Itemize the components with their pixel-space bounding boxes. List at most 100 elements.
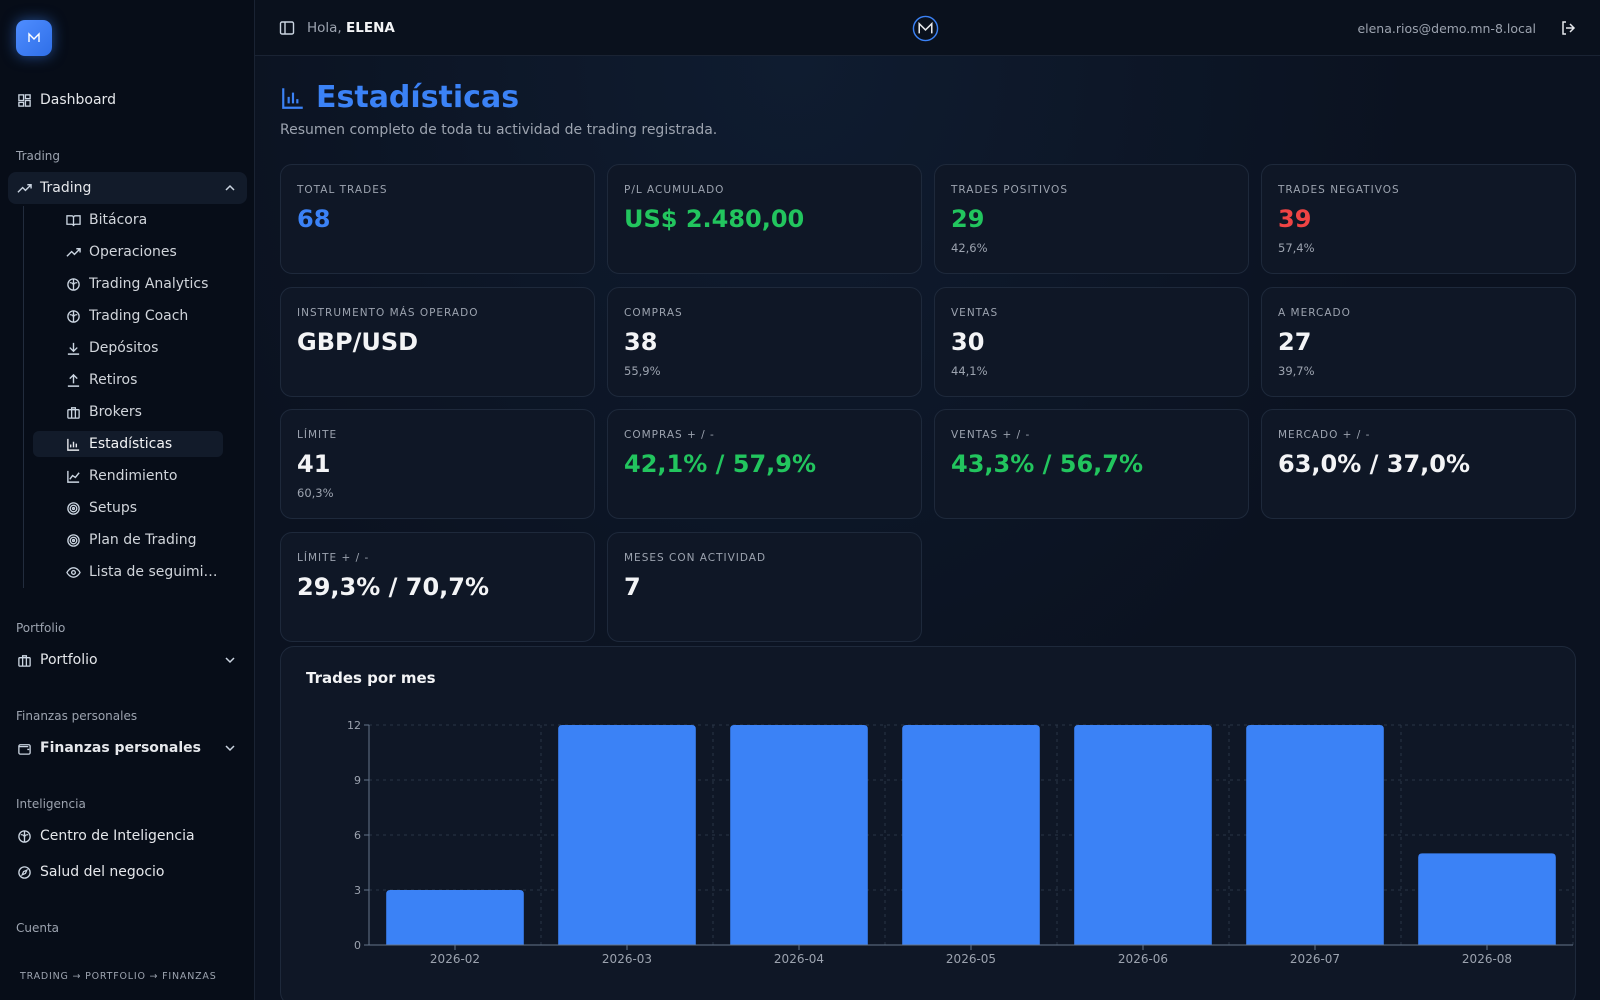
stat-card: LÍMITE 41 60,3% [280,409,595,519]
m-logo-icon[interactable] [912,15,939,42]
user-name: ELENA [346,20,395,36]
sidebar-toggle-icon[interactable] [279,20,295,36]
x-tick-label: 2026-05 [946,952,996,966]
stat-value: 41 [297,450,331,478]
eye-icon [65,564,81,580]
brain-icon [16,828,32,844]
stat-label: TRADES NEGATIVOS [1278,184,1400,196]
sidebar-item-label: Depósitos [89,340,159,356]
stat-label: VENTAS + / - [951,429,1031,441]
topbar: Hola, ELENA elena.rios@demo.mn-8.local [255,0,1600,56]
x-tick-label: 2026-06 [1118,952,1168,966]
brain-icon [65,308,81,324]
stat-card: TOTAL TRADES 68 [280,164,595,274]
nav-dashboard-label: Dashboard [40,92,116,108]
section-label-finanzas: Finanzas personales [16,709,138,723]
stat-card: TRADES NEGATIVOS 39 57,4% [1261,164,1576,274]
brain-icon [65,276,81,292]
bar-chart-icon [65,436,81,452]
stat-label: COMPRAS [624,307,683,319]
stat-card: COMPRAS + / - 42,1% / 57,9% [607,409,922,519]
sidebar-item-label: Retiros [89,372,138,388]
sidebar-item-plan-de-trading[interactable]: Plan de Trading [33,527,223,553]
page-header: Estadísticas [280,80,519,115]
nav-salud-negocio-label: Salud del negocio [40,864,165,880]
chevron-down-icon [225,657,235,664]
sidebar-item-operaciones[interactable]: Operaciones [33,239,223,265]
sidebar-item-depositos[interactable]: Depósitos [33,335,223,361]
nav-finanzas-label: Finanzas personales [40,740,201,756]
section-label-trading: Trading [16,149,61,163]
section-label-inteligencia: Inteligencia [16,797,86,811]
trending-up-icon [16,180,32,196]
sidebar: Dashboard Trading Trading Bitácora Opera… [0,0,255,1000]
app-logo[interactable] [16,20,52,56]
section-label-portfolio: Portfolio [16,621,66,635]
bar-2026-06 [1074,725,1212,945]
sidebar-item-rendimiento[interactable]: Rendimiento [33,463,223,489]
sidebar-item-label: Plan de Trading [89,532,197,548]
wallet-icon [16,740,32,756]
stat-sub: 39,7% [1278,364,1315,378]
sidebar-item-estadisticas[interactable]: Estadísticas [33,431,223,457]
stat-card: P/L ACUMULADO US$ 2.480,00 [607,164,922,274]
nav-trading-group[interactable]: Trading [8,172,247,204]
stat-label: MESES CON ACTIVIDAD [624,552,767,564]
nav-portfolio-group[interactable]: Portfolio [8,644,247,676]
bar-2026-05 [902,725,1040,945]
bar-2026-02 [386,890,524,945]
target-icon [65,500,81,516]
nav-trading-label: Trading [40,180,92,196]
nav-centro-inteligencia[interactable]: Centro de Inteligencia [8,820,247,852]
stat-label: LÍMITE + / - [297,552,370,564]
stat-label: VENTAS [951,307,999,319]
stat-value: 29 [951,205,985,233]
sidebar-item-brokers[interactable]: Brokers [33,399,223,425]
stat-label: LÍMITE [297,429,338,441]
stat-card: INSTRUMENTO MÁS OPERADO GBP/USD [280,287,595,397]
chevron-down-icon [225,745,235,752]
sidebar-item-label: Trading Coach [89,308,189,324]
m-logo-icon [28,32,40,42]
stat-value: US$ 2.480,00 [624,205,805,233]
stat-value: 42,1% / 57,9% [624,450,816,478]
sidebar-item-retiros[interactable]: Retiros [33,367,223,393]
nav-salud-negocio[interactable]: Salud del negocio [8,856,247,888]
x-tick-label: 2026-04 [774,952,824,966]
sidebar-item-bitacora[interactable]: Bitácora [33,207,223,233]
sidebar-item-label: Operaciones [89,244,177,260]
stat-value: 63,0% / 37,0% [1278,450,1470,478]
sidebar-item-trading-analytics[interactable]: Trading Analytics [33,271,223,297]
chart-card: Trades por mes 0 3 6 9 12 2026-02 2026-03 2026-… [280,646,1576,1000]
bar-2026-08 [1418,853,1556,945]
stat-label: INSTRUMENTO MÁS OPERADO [297,307,479,319]
section-label-cuenta: Cuenta [16,921,60,935]
sidebar-item-label: Lista de seguimiento [89,564,219,580]
stat-card: MESES CON ACTIVIDAD 7 [607,532,922,642]
sidebar-item-setups[interactable]: Setups [33,495,223,521]
stat-value: 43,3% / 56,7% [951,450,1143,478]
sidebar-item-lista-de-seguimiento[interactable]: Lista de seguimiento [33,559,223,585]
nav-dashboard[interactable]: Dashboard [8,84,247,116]
stat-sub: 42,6% [951,241,988,255]
page-title: Estadísticas [316,80,520,115]
sidebar-item-trading-coach[interactable]: Trading Coach [33,303,223,329]
compass-icon [16,864,32,880]
x-tick-label: 2026-02 [430,952,480,966]
sidebar-item-label: Trading Analytics [89,276,209,292]
stat-sub: 57,4% [1278,241,1315,255]
y-tick-label: 3 [354,884,361,897]
dashboard-icon [16,92,32,108]
trades-per-month-chart: 0 3 6 9 12 2026-02 2026-03 2026-04 2026-05 2026-0… [347,719,1574,966]
stat-sub: 44,1% [951,364,988,378]
stat-label: TOTAL TRADES [297,184,388,196]
nav-finanzas-group[interactable]: Finanzas personales [8,732,247,764]
upload-icon [65,372,81,388]
sidebar-item-label: Bitácora [89,212,148,228]
book-open-icon [65,212,81,228]
stat-sub: 55,9% [624,364,661,378]
x-tick-label: 2026-03 [602,952,652,966]
stat-card: COMPRAS 38 55,9% [607,287,922,397]
logout-icon[interactable] [1560,20,1576,36]
sidebar-item-label: Rendimiento [89,468,178,484]
